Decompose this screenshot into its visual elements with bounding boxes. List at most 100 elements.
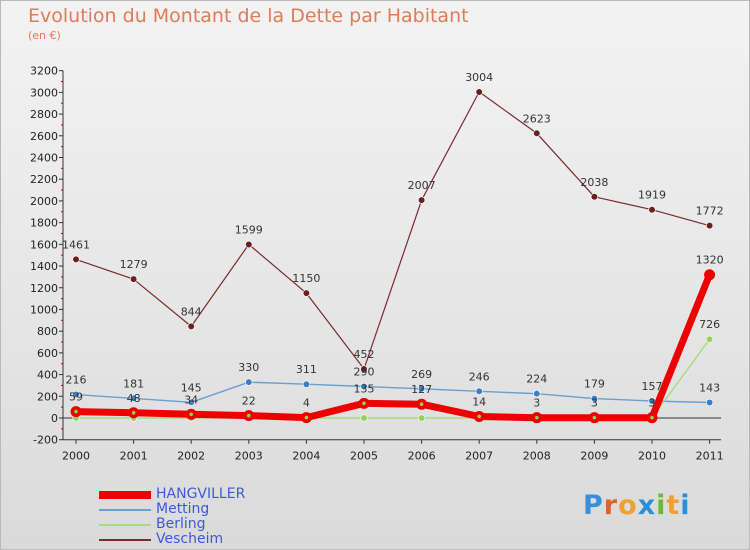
- legend-label-vescheim: Vescheim: [156, 531, 224, 547]
- x-tick-label: 2002: [177, 450, 205, 463]
- data-point-metting: [245, 378, 253, 386]
- data-label-metting: 330: [238, 361, 259, 374]
- data-label-metting: 290: [354, 366, 375, 379]
- x-tick-label: 2000: [62, 450, 90, 463]
- data-label-metting: 143: [699, 381, 720, 394]
- legend-swatch-hangviller: [99, 491, 151, 499]
- data-label-vescheim: 2038: [580, 176, 608, 189]
- data-point-metting: [418, 385, 426, 393]
- y-tick-label: 2400: [30, 152, 58, 165]
- logo-letter: o: [618, 490, 638, 521]
- data-label-berling: 726: [699, 318, 720, 331]
- data-label-vescheim: 844: [181, 305, 202, 318]
- data-label-vescheim: 1919: [638, 189, 666, 202]
- y-tick-label: -200: [33, 434, 58, 447]
- y-tick-label: 2000: [30, 195, 58, 208]
- logo-letter: i: [656, 490, 667, 521]
- logo-letter: P: [583, 490, 604, 521]
- data-point-metting: [533, 390, 541, 398]
- data-label-metting: 157: [642, 380, 663, 393]
- data-label-metting: 269: [411, 368, 432, 381]
- data-point-metting: [187, 398, 195, 406]
- x-tick-label: 2004: [292, 450, 320, 463]
- data-point-metting: [590, 394, 599, 403]
- chart-unit: (en €): [28, 29, 61, 42]
- data-point-metting: [705, 398, 714, 407]
- data-point-hangviller: [704, 269, 716, 281]
- data-point-vescheim: [130, 275, 138, 283]
- y-tick-label: 1200: [30, 282, 58, 295]
- data-label-vescheim: 1461: [62, 238, 90, 251]
- data-point-inner-hangviller: [362, 401, 366, 406]
- logo-letter: i: [680, 490, 691, 521]
- chart-title: Evolution du Montant de la Dette par Hab…: [28, 5, 469, 27]
- data-point-inner-hangviller: [247, 413, 251, 418]
- legend-label-metting: Metting: [156, 501, 210, 517]
- data-point-inner-hangviller: [592, 415, 597, 420]
- x-tick-label: 2007: [465, 450, 493, 463]
- data-label-vescheim: 2623: [523, 112, 551, 125]
- legend-label-berling: Berling: [156, 516, 206, 532]
- logo-letter: r: [603, 490, 619, 521]
- data-point-berling: [360, 414, 368, 422]
- data-point-vescheim: [533, 129, 541, 137]
- data-label-vescheim: 452: [354, 348, 375, 361]
- x-tick-label: 2008: [523, 450, 551, 463]
- y-tick-label: 0: [51, 412, 58, 425]
- data-label-vescheim: 3004: [465, 71, 493, 84]
- data-point-metting: [475, 387, 483, 395]
- data-label-metting: 179: [584, 378, 605, 391]
- x-tick-label: 2003: [235, 450, 263, 463]
- data-label-vescheim: 1599: [235, 223, 263, 236]
- y-tick-label: 200: [37, 390, 58, 403]
- data-label-hangviller: 3: [533, 397, 540, 410]
- legend-swatch-vescheim: [99, 539, 151, 541]
- data-label-hangviller: 4: [303, 397, 310, 410]
- data-label-vescheim: 2007: [408, 179, 436, 192]
- logo-letter: x: [637, 490, 657, 521]
- data-point-inner-hangviller: [650, 415, 654, 420]
- data-label-hangviller: 48: [127, 392, 141, 405]
- series-layer: [70, 88, 716, 424]
- y-tick-label: 1000: [30, 303, 58, 316]
- data-label-hangviller: 127: [411, 383, 432, 396]
- y-tick-label: 1600: [30, 238, 58, 251]
- data-label-metting: 311: [296, 363, 317, 376]
- legend-label-hangviller: HANGVILLER: [156, 486, 246, 502]
- logo-letter: t: [666, 490, 681, 521]
- series-line-metting: [75, 381, 711, 404]
- y-tick-label: 3000: [30, 86, 58, 99]
- data-point-vescheim: [245, 240, 253, 249]
- data-point-vescheim: [360, 365, 368, 373]
- data-label-vescheim: 1279: [120, 258, 148, 271]
- y-tick-label: 1400: [30, 260, 58, 273]
- data-point-inner-hangviller: [477, 414, 482, 419]
- y-tick-label: 600: [37, 347, 58, 360]
- legend-swatch-berling: [99, 524, 151, 526]
- y-tick-label: 1800: [30, 217, 58, 230]
- data-label-hangviller: 22: [242, 395, 256, 408]
- data-point-berling: [418, 414, 426, 422]
- data-label-hangviller: 59: [69, 391, 83, 404]
- data-label-hangviller: 34: [184, 393, 198, 406]
- x-tick-label: 2010: [638, 450, 666, 463]
- data-point-inner-hangviller: [419, 402, 424, 407]
- data-point-metting: [360, 382, 368, 391]
- data-label-hangviller: 3: [649, 397, 656, 410]
- series-line-hangviller: [72, 271, 714, 422]
- data-point-vescheim: [187, 322, 195, 330]
- series-line-vescheim: [75, 91, 711, 370]
- legend-swatch-metting: [99, 509, 151, 511]
- data-label-hangviller: 3: [591, 397, 598, 410]
- data-label-vescheim: 1150: [292, 272, 320, 285]
- data-point-berling: [705, 335, 714, 343]
- data-point-vescheim: [418, 196, 426, 204]
- y-tick-label: 3200: [30, 65, 58, 78]
- data-point-vescheim: [705, 222, 714, 230]
- data-point-inner-hangviller: [189, 412, 193, 417]
- data-point-inner-hangviller: [535, 415, 539, 420]
- data-point-vescheim: [590, 193, 599, 201]
- data-point-metting: [302, 380, 311, 388]
- data-point-inner-hangviller: [304, 415, 309, 420]
